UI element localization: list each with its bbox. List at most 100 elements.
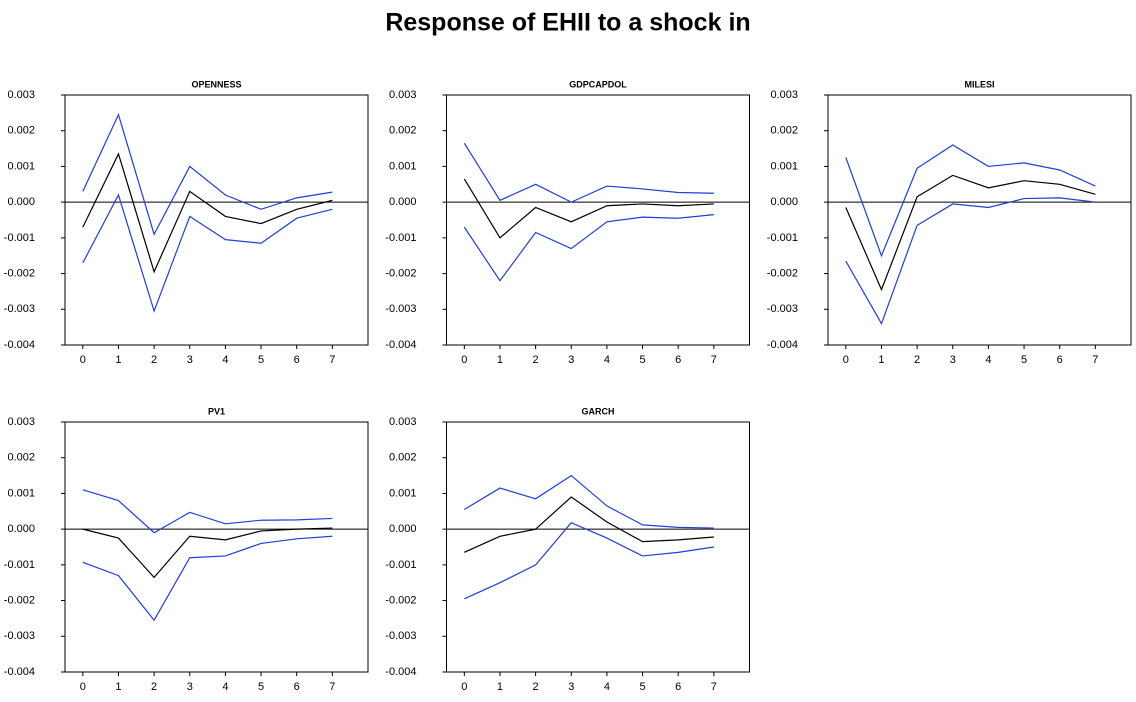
series-line [845, 174, 1096, 292]
y-tick-label: 0.003 [389, 89, 417, 101]
y-tick-label: -0.004 [4, 666, 35, 678]
y-tick-label: 0.000 [389, 196, 417, 208]
y-tick-label: -0.004 [4, 339, 35, 351]
x-tick-label: 6 [675, 354, 681, 366]
panel-title: GDPCAPDOL [569, 79, 627, 89]
x-tick-label: 3 [187, 354, 193, 366]
panel-title: MILESI [964, 79, 994, 89]
panel-title: OPENNESS [191, 79, 241, 89]
y-tick-label: 0.000 [770, 196, 798, 208]
y-tick-label: -0.003 [4, 630, 35, 642]
series-line [845, 197, 1096, 325]
y-tick-label: 0.001 [7, 160, 35, 172]
series-line [464, 474, 714, 529]
series-line [464, 521, 714, 600]
x-tick-label: 2 [151, 681, 157, 693]
y-tick-label: -0.003 [767, 303, 798, 315]
x-tick-label: 2 [151, 354, 157, 366]
series-line [463, 142, 714, 203]
panel-title: PV1 [208, 406, 225, 416]
x-tick-label: 7 [711, 354, 717, 366]
x-tick-label: 7 [711, 681, 717, 693]
y-tick-label: -0.001 [4, 559, 35, 571]
x-tick-label: 2 [533, 354, 539, 366]
y-tick-label: -0.001 [4, 232, 35, 244]
y-tick-label: 0.001 [389, 160, 417, 172]
y-tick-label: -0.003 [4, 303, 35, 315]
x-tick-label: 6 [1057, 354, 1063, 366]
y-tick-label: -0.002 [767, 267, 798, 279]
y-tick-label: 0.003 [7, 89, 35, 101]
x-tick-label: 4 [604, 681, 610, 693]
x-tick-label: 1 [497, 681, 503, 693]
x-tick-label: 2 [533, 681, 539, 693]
series-line [463, 178, 714, 239]
x-tick-label: 3 [950, 354, 956, 366]
x-tick-label: 3 [568, 681, 574, 693]
series-line [82, 112, 333, 236]
series-line [82, 152, 333, 274]
series-line [463, 214, 714, 282]
y-tick-label: -0.002 [385, 594, 416, 606]
y-tick-label: -0.004 [767, 339, 798, 351]
y-tick-label: 0.003 [770, 89, 798, 101]
y-tick-label: -0.001 [385, 232, 416, 244]
x-tick-label: 1 [115, 354, 121, 366]
x-tick-label: 7 [329, 681, 335, 693]
x-tick-label: 6 [294, 681, 300, 693]
x-tick-label: 3 [187, 681, 193, 693]
x-tick-label: 0 [80, 354, 86, 366]
y-tick-label: 0.001 [770, 160, 798, 172]
x-tick-label: 1 [878, 354, 884, 366]
x-tick-label: 0 [461, 681, 467, 693]
x-tick-label: 0 [80, 681, 86, 693]
y-tick-label: -0.001 [385, 559, 416, 571]
series-line [82, 535, 333, 622]
x-tick-label: 4 [222, 681, 228, 693]
figure-title: Response of EHII to a shock in [385, 9, 750, 37]
series-line [845, 144, 1096, 258]
x-tick-label: 5 [639, 354, 645, 366]
y-tick-label: 0.002 [7, 452, 35, 464]
y-tick-label: 0.002 [770, 125, 798, 137]
x-tick-label: 4 [604, 354, 610, 366]
series-line [82, 193, 333, 313]
x-tick-label: 7 [329, 354, 335, 366]
y-tick-label: -0.002 [4, 594, 35, 606]
plot-frame [446, 421, 750, 673]
x-tick-label: 5 [1021, 354, 1027, 366]
x-tick-label: 5 [639, 681, 645, 693]
plot-frame [827, 94, 1132, 346]
y-tick-label: 0.002 [389, 452, 417, 464]
series-line [82, 489, 333, 534]
y-tick-label: -0.004 [385, 339, 416, 351]
y-tick-label: 0.000 [7, 523, 35, 535]
y-tick-label: 0.001 [7, 487, 35, 499]
y-tick-label: 0.000 [7, 196, 35, 208]
x-tick-label: 0 [461, 354, 467, 366]
x-tick-label: 6 [294, 354, 300, 366]
plot-frame [64, 94, 369, 346]
y-tick-label: -0.002 [385, 267, 416, 279]
y-tick-label: 0.002 [389, 125, 417, 137]
x-tick-label: 7 [1092, 354, 1098, 366]
x-tick-label: 2 [914, 354, 920, 366]
y-tick-label: -0.003 [385, 303, 416, 315]
y-tick-label: 0.001 [389, 487, 417, 499]
x-tick-label: 0 [843, 354, 849, 366]
y-tick-label: -0.001 [767, 232, 798, 244]
y-tick-label: -0.004 [385, 666, 416, 678]
x-tick-label: 1 [115, 681, 121, 693]
y-tick-label: 0.003 [389, 416, 417, 428]
x-tick-label: 4 [985, 354, 991, 366]
series-line [82, 527, 333, 579]
y-tick-label: 0.002 [7, 125, 35, 137]
x-tick-label: 3 [568, 354, 574, 366]
x-tick-label: 1 [497, 354, 503, 366]
x-tick-label: 5 [258, 354, 264, 366]
y-tick-label: -0.002 [4, 267, 35, 279]
y-tick-label: -0.003 [385, 630, 416, 642]
plot-frame [64, 421, 369, 673]
series-line [464, 496, 714, 553]
